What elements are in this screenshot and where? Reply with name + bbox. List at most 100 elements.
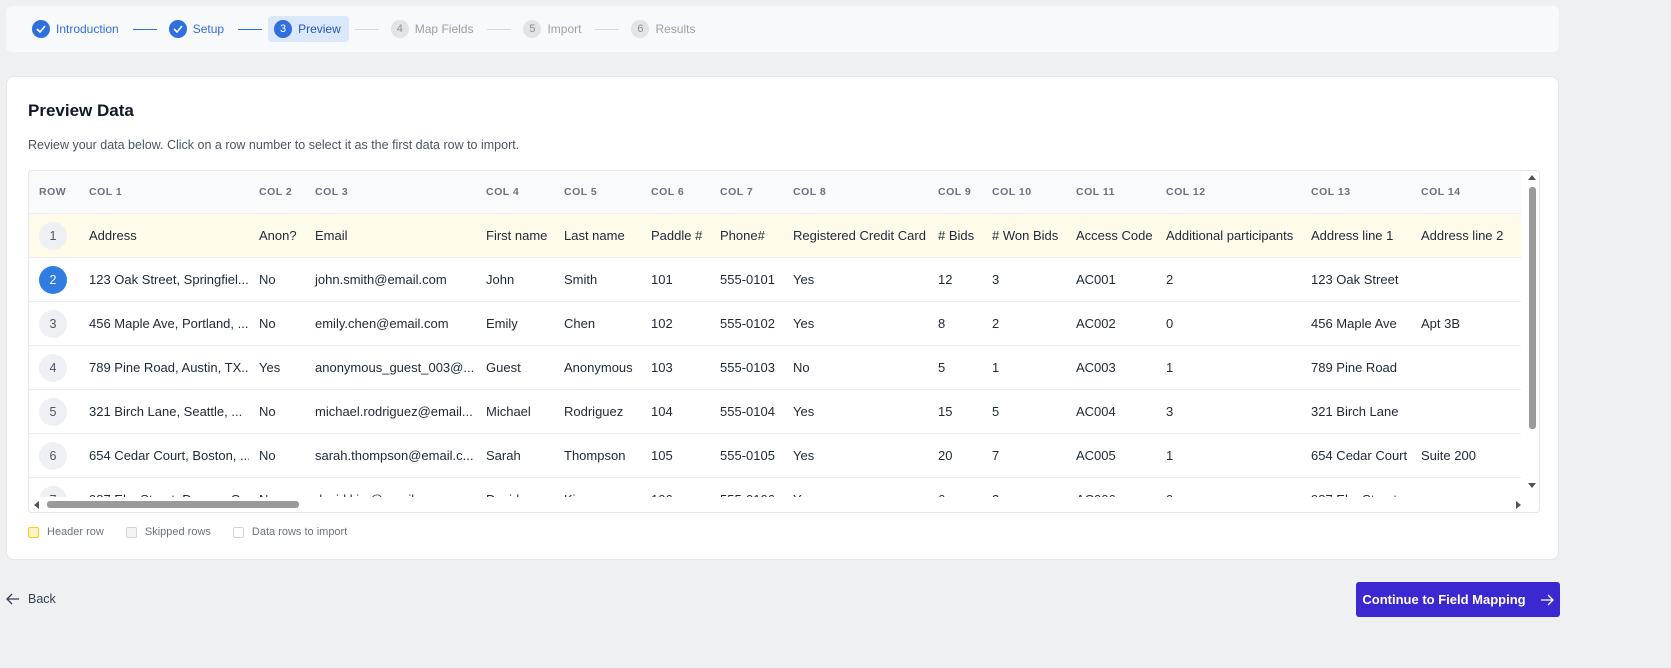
table-cell: 321 Birch Lane bbox=[1301, 389, 1411, 434]
table-cell: No bbox=[249, 301, 305, 346]
step[interactable]: 3 Preview bbox=[268, 16, 349, 42]
table-cell: No bbox=[249, 257, 305, 302]
table-row: 3 456 Maple Ave, Portland, ... No emily.che… bbox=[29, 301, 1521, 346]
table-cell: 102 bbox=[641, 301, 710, 346]
column-header: COL 9 bbox=[928, 171, 982, 214]
scroll-left[interactable] bbox=[32, 500, 40, 510]
table-cell: Address bbox=[79, 213, 249, 258]
table-cell: 104 bbox=[641, 389, 710, 434]
table-cell: 555-0101 bbox=[710, 257, 783, 302]
table-cell: 456 Maple Ave bbox=[1301, 301, 1411, 346]
table-cell: # Bids bbox=[928, 213, 982, 258]
row-number[interactable]: 3 bbox=[39, 309, 67, 338]
continue-button[interactable]: Continue to Field Mapping bbox=[1356, 582, 1560, 617]
column-header: COL 8 bbox=[783, 171, 928, 214]
table-cell: No bbox=[249, 433, 305, 478]
step-indicator: 5 bbox=[523, 20, 542, 38]
table-cell: 15 bbox=[928, 389, 982, 434]
legend-label: Data rows to import bbox=[251, 526, 348, 538]
table-cell: Kim bbox=[554, 477, 641, 497]
step[interactable]: Introduction bbox=[26, 16, 127, 42]
step-connector bbox=[132, 28, 157, 30]
table-cell: Yes bbox=[783, 389, 928, 434]
step-label: Preview bbox=[298, 22, 341, 36]
table-cell: sarah.thompson@email.c... bbox=[305, 433, 476, 478]
table-cell: Yes bbox=[783, 433, 928, 478]
step-indicator bbox=[32, 20, 50, 38]
column-header: COL 12 bbox=[1156, 171, 1301, 214]
table-container: ROW COL 1 COL 2 COL 3 COL 4 COL 5 COL 6 COL 7 CO… bbox=[28, 170, 1540, 513]
table-cell: Apt 3B bbox=[1411, 301, 1521, 346]
table-cell: 101 bbox=[641, 257, 710, 302]
table-cell: Rodriguez bbox=[554, 389, 641, 434]
table-cell: 5 bbox=[928, 345, 982, 390]
table-cell: 8 bbox=[928, 301, 982, 346]
table-cell: 654 Cedar Court, Boston, ... bbox=[79, 433, 249, 478]
legend-item: Data rows to import bbox=[232, 526, 348, 538]
row-number-cell: 6 bbox=[29, 433, 79, 478]
step-indicator: 6 bbox=[631, 20, 650, 38]
legend-swatch bbox=[232, 526, 244, 538]
scroll-up[interactable] bbox=[1527, 173, 1537, 181]
step-label: Import bbox=[547, 22, 582, 36]
table-row: 6 654 Cedar Court, Boston, ... No sarah.tho… bbox=[29, 433, 1521, 478]
table-cell: No bbox=[249, 389, 305, 434]
table-cell: 106 bbox=[641, 477, 710, 497]
table-cell: Access Code bbox=[1066, 213, 1156, 258]
table-cell: 555-0105 bbox=[710, 433, 783, 478]
table-cell bbox=[1411, 257, 1521, 302]
table-cell: AC004 bbox=[1066, 389, 1156, 434]
back-arrow bbox=[6, 593, 19, 605]
table-cell: 7 bbox=[982, 433, 1066, 478]
table-cell: 3 bbox=[1156, 389, 1301, 434]
row-number[interactable]: 4 bbox=[39, 353, 67, 382]
table-cell: Additional participants bbox=[1156, 213, 1301, 258]
column-header: COL 3 bbox=[305, 171, 476, 214]
step[interactable]: Setup bbox=[163, 16, 232, 42]
legend-item: Header row bbox=[28, 526, 104, 538]
table-cell: 2 bbox=[1156, 257, 1301, 302]
table-cell: Smith bbox=[554, 257, 641, 302]
table-cell: AC003 bbox=[1066, 345, 1156, 390]
legend-swatch bbox=[125, 526, 137, 538]
table-cell: 654 Cedar Court bbox=[1301, 433, 1411, 478]
scroll-right[interactable] bbox=[1515, 500, 1523, 510]
column-header: COL 13 bbox=[1301, 171, 1411, 214]
table-cell: 3 bbox=[982, 257, 1066, 302]
step-connector bbox=[595, 28, 620, 30]
column-header: COL 11 bbox=[1066, 171, 1156, 214]
horizontal-scrollbar[interactable] bbox=[47, 501, 299, 508]
stepper: Introduction Setup 3 Preview 4 Map Fields 5 Imp… bbox=[6, 6, 1559, 52]
table-cell: Emily bbox=[476, 301, 554, 346]
table-cell: Anon? bbox=[249, 213, 305, 258]
row-number[interactable]: 7 bbox=[39, 485, 67, 497]
table-cell: Email bbox=[305, 213, 476, 258]
row-number-cell: 5 bbox=[29, 389, 79, 434]
step-connector bbox=[238, 28, 263, 30]
column-header: COL 4 bbox=[476, 171, 554, 214]
table-cell: Yes bbox=[249, 345, 305, 390]
table-cell: John bbox=[476, 257, 554, 302]
row-number[interactable]: 5 bbox=[39, 397, 67, 426]
scroll-down[interactable] bbox=[1527, 482, 1537, 490]
table-cell: No bbox=[783, 345, 928, 390]
table-cell: Yes bbox=[783, 257, 928, 302]
table-cell: 12 bbox=[928, 257, 982, 302]
table-row: 2 123 Oak Street, Springfiel... No john.smi… bbox=[29, 257, 1521, 302]
vertical-scrollbar[interactable] bbox=[1529, 187, 1536, 429]
row-number[interactable]: 1 bbox=[39, 221, 67, 250]
back-button[interactable]: Back bbox=[6, 592, 56, 606]
step-label: Introduction bbox=[56, 22, 119, 36]
table-cell: 0 bbox=[1156, 477, 1301, 497]
table-cell: David bbox=[476, 477, 554, 497]
row-number[interactable]: 6 bbox=[39, 441, 67, 470]
table-cell: 555-0102 bbox=[710, 301, 783, 346]
table-cell: Address line 2 bbox=[1411, 213, 1521, 258]
table-row: 7 987 Elm Street, Denver, C...Nodavid.kim… bbox=[29, 477, 1521, 497]
table-cell: 321 Birch Lane, Seattle, ... bbox=[79, 389, 249, 434]
table-cell: Address line 1 bbox=[1301, 213, 1411, 258]
column-header: COL 14 bbox=[1411, 171, 1521, 214]
row-number[interactable]: 2 bbox=[39, 265, 67, 294]
continue-arrow bbox=[1540, 594, 1554, 605]
